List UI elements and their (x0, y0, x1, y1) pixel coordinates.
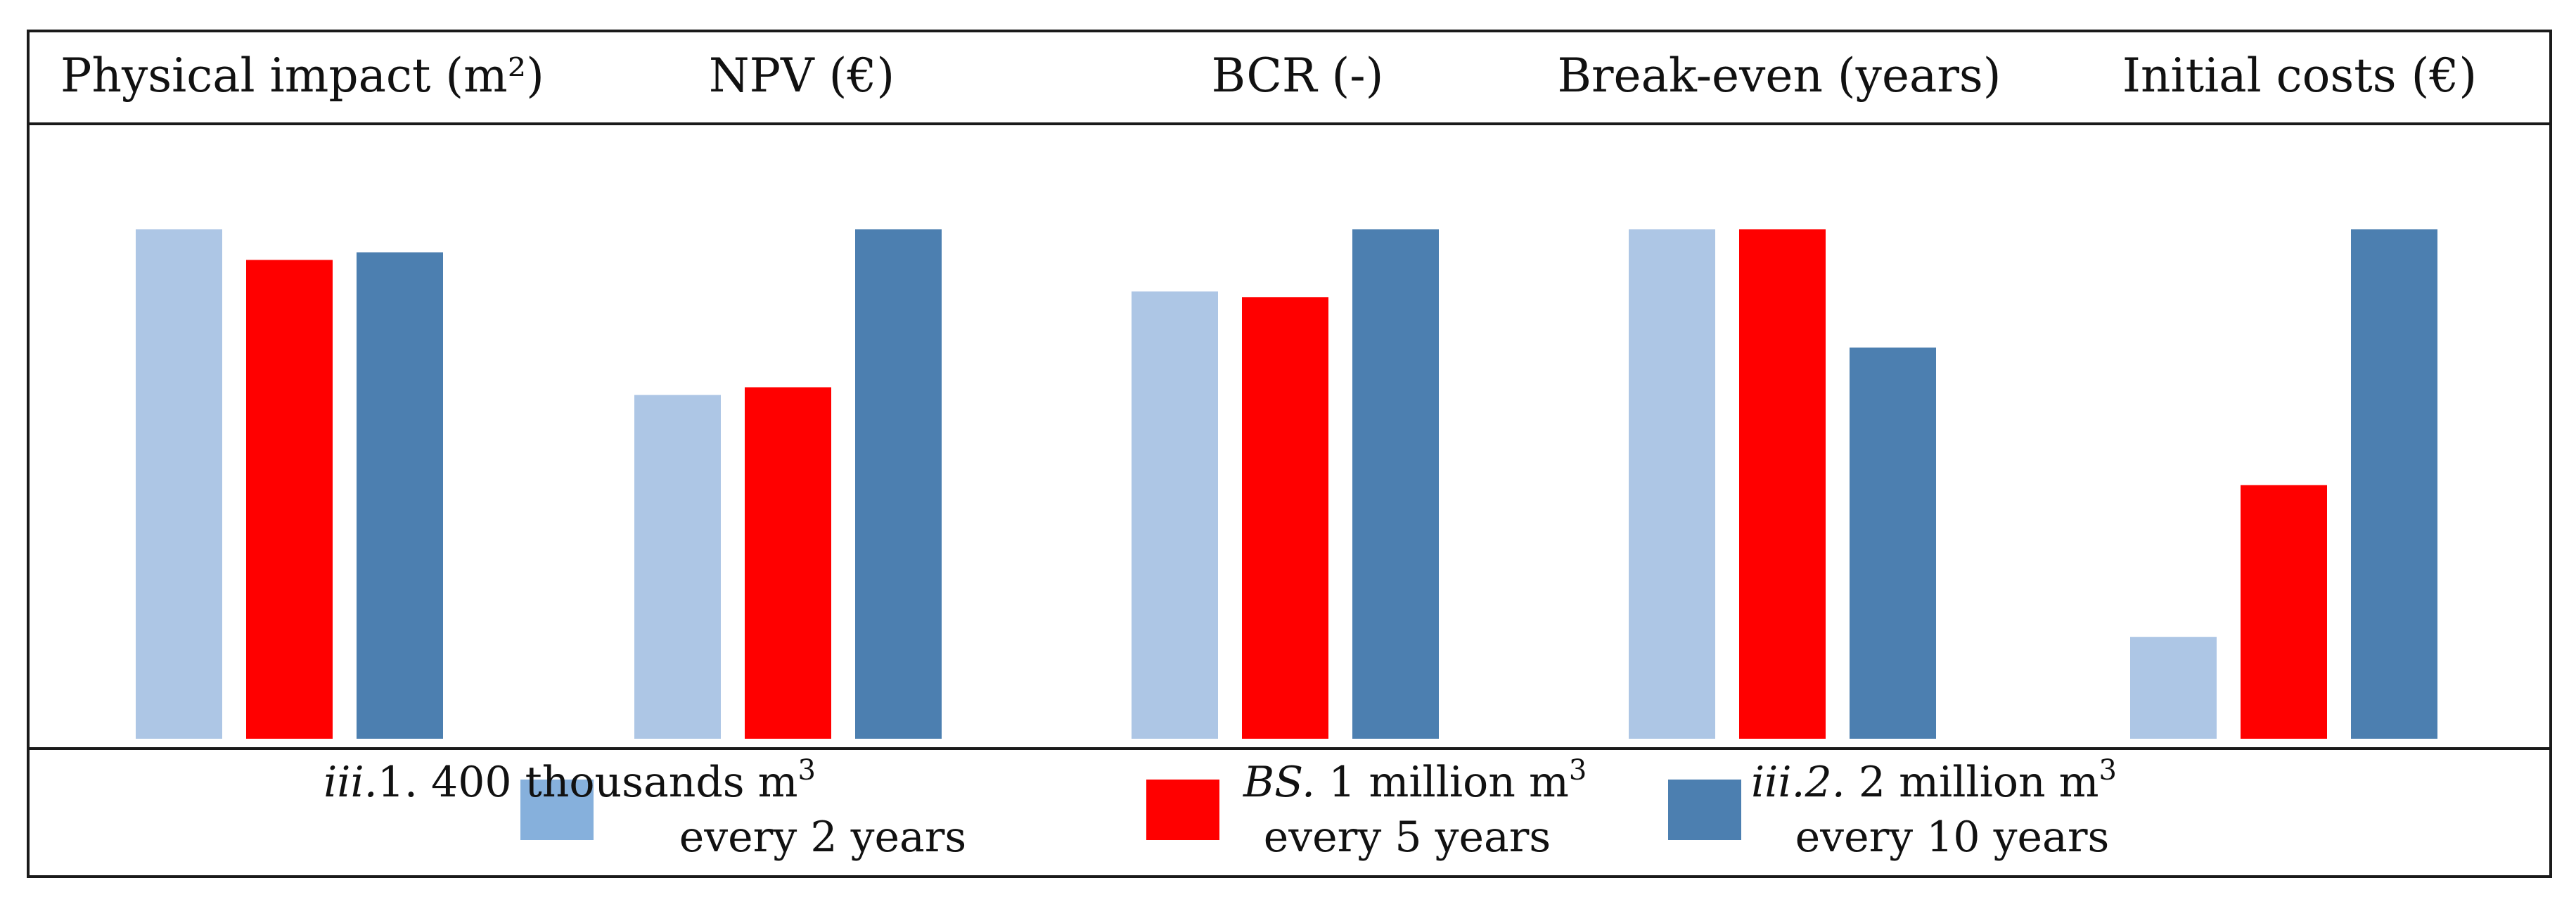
bar-5-series-2 (2241, 485, 2327, 739)
bar-1-series-1 (136, 229, 222, 739)
bar-4-series-2 (1739, 229, 1826, 739)
legend-item-series-3: iii.2. 2 million m3 every 10 years (1668, 754, 2117, 862)
category-header: Initial costs (€) (2122, 49, 2477, 103)
category-header: Physical impact (m²) (60, 49, 544, 103)
legend-label-series-1: iii.1. 400 thousands m3 (323, 754, 816, 807)
bar-5-series-3 (2351, 229, 2437, 739)
legend-swatch-series-3 (1668, 780, 1741, 840)
bar-3-series-3 (1352, 229, 1439, 739)
bar-2-series-2 (745, 387, 831, 739)
bar-3-series-1 (1132, 291, 1218, 739)
bar-4-series-3 (1850, 347, 1936, 739)
legend-item-series-1: iii.1. 400 thousands m3 every 2 years (323, 754, 966, 862)
category-header: NPV (€) (709, 49, 895, 103)
category-header: BCR (-) (1212, 49, 1384, 103)
bar-4-series-1 (1629, 229, 1715, 739)
legend-label-series-1-line2: every 2 years (679, 813, 966, 862)
legend: iii.1. 400 thousands m3 every 2 years BS… (323, 754, 2117, 862)
legend-swatch-series-2 (1146, 780, 1219, 840)
bar-group (136, 229, 2437, 739)
legend-label-series-2: BS. 1 million m3 (1243, 754, 1587, 807)
bar-5-series-1 (2130, 637, 2217, 739)
category-headers: Physical impact (m²) NPV (€) BCR (-) Bre… (60, 49, 2477, 103)
legend-label-series-3-line2: every 10 years (1795, 813, 2110, 862)
bar-2-series-1 (634, 395, 721, 739)
bar-1-series-2 (246, 260, 333, 739)
bar-3-series-2 (1242, 297, 1328, 739)
category-header: Break-even (years) (1557, 49, 2001, 103)
legend-label-series-2-line2: every 5 years (1264, 813, 1551, 862)
bar-1-series-3 (357, 252, 443, 739)
bar-2-series-3 (855, 229, 942, 739)
legend-swatch-series-1 (520, 780, 594, 840)
legend-item-series-2: BS. 1 million m3 every 5 years (1146, 754, 1587, 862)
legend-label-series-3: iii.2. 2 million m3 (1751, 754, 2117, 807)
chart-frame (27, 30, 2552, 878)
